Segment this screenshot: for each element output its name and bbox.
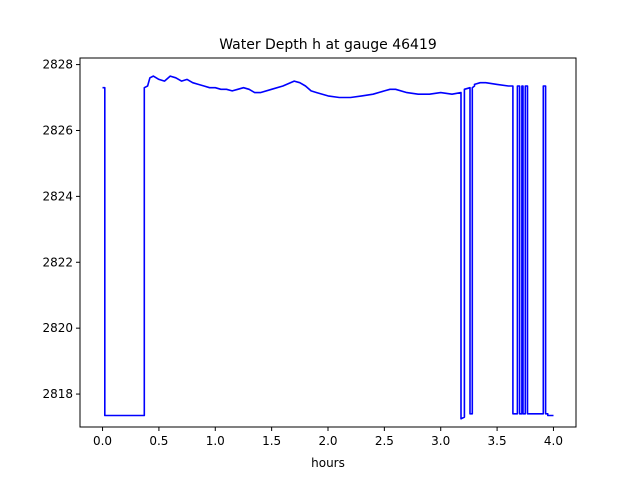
x-tick-label: 1.0 xyxy=(206,434,225,448)
series-line xyxy=(102,75,554,420)
y-tick-label: 2826 xyxy=(42,123,73,137)
chart-title: Water Depth h at gauge 46419 xyxy=(219,37,437,53)
y-axis: 2818 2820 2822 2824 2826 2828 xyxy=(42,58,80,401)
x-axis-label: hours xyxy=(311,456,345,470)
y-tick-label: 2818 xyxy=(42,387,73,401)
x-tick-label: 0.5 xyxy=(149,434,168,448)
x-tick-label: 2.0 xyxy=(318,434,337,448)
x-axis: 0.0 0.5 1.0 1.5 2.0 2.5 3.0 3.5 4.0 xyxy=(93,427,563,448)
x-tick-label: 2.5 xyxy=(375,434,394,448)
x-tick-label: 0.0 xyxy=(93,434,112,448)
plot-frame xyxy=(79,57,577,428)
x-tick-label: 3.0 xyxy=(431,434,450,448)
y-tick-label: 2820 xyxy=(42,321,73,335)
x-tick-label: 1.5 xyxy=(262,434,281,448)
plot-area xyxy=(102,75,554,420)
y-tick-label: 2824 xyxy=(42,189,73,203)
y-tick-label: 2828 xyxy=(42,58,73,72)
y-tick-label: 2822 xyxy=(42,255,73,269)
x-tick-label: 4.0 xyxy=(544,434,563,448)
x-tick-label: 3.5 xyxy=(488,434,507,448)
